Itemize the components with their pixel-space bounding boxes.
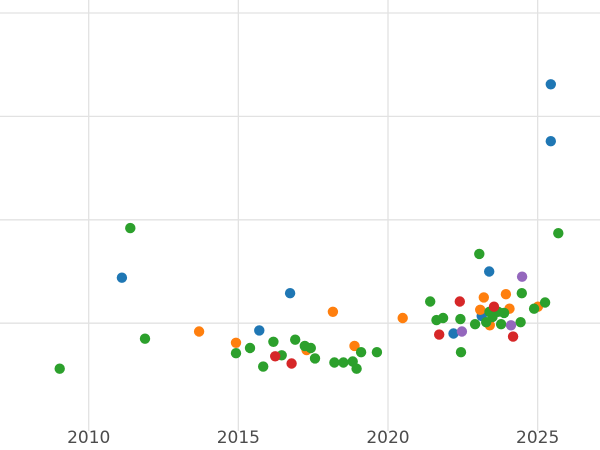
data-point-orange [397,312,408,324]
data-point-orange [475,304,486,315]
data-point-red [454,296,465,307]
data-point-orange [193,326,205,337]
data-point-red [286,358,297,369]
data-point-blue [448,328,459,339]
data-point-blue [545,79,556,90]
data-point-blue [545,136,556,147]
data-point-green [125,222,136,234]
data-point-green [329,357,340,368]
data-point-green [455,313,466,325]
data-point-green [309,353,321,364]
data-point-purple [516,271,528,282]
data-point-green [351,363,362,374]
x-tick-label: 2020 [366,428,409,448]
data-point-green [516,288,527,299]
data-point-green [230,348,242,359]
data-point-orange [230,337,242,348]
data-point-orange [500,289,512,300]
data-point-green [268,336,279,347]
data-point-green [498,307,510,319]
data-point-green [258,361,269,372]
data-point-orange [478,292,489,303]
data-point-green [338,357,349,368]
data-point-orange [349,340,360,352]
data-point-green [469,319,481,330]
data-point-red [434,329,445,340]
data-point-blue [254,325,265,336]
x-tick-label: 2025 [516,428,559,448]
data-point-green [437,312,449,324]
data-point-green [305,342,316,354]
data-point-green [553,228,564,239]
data-point-blue [284,288,296,299]
data-point-green [455,347,467,358]
data-point-green [425,296,436,307]
x-tick-label: 2015 [217,428,260,448]
data-point-green [290,334,301,345]
data-point-green [371,347,383,358]
data-point-purple [505,320,517,331]
data-point-purple [456,326,468,337]
data-point-green [539,297,551,308]
data-point-green [244,342,256,354]
data-point-blue [484,266,495,277]
data-point-green [355,347,367,358]
data-point-red [507,331,519,342]
data-point-green [54,363,65,374]
data-point-red [270,351,281,362]
data-point-green [528,303,540,314]
data-point-orange [327,306,339,317]
data-point-red [488,301,500,312]
x-tick-label: 2010 [67,428,110,448]
data-point-green [474,248,485,260]
data-point-green [515,317,526,328]
data-point-green [139,333,151,344]
data-point-green [495,319,507,330]
data-point-blue [116,272,128,283]
